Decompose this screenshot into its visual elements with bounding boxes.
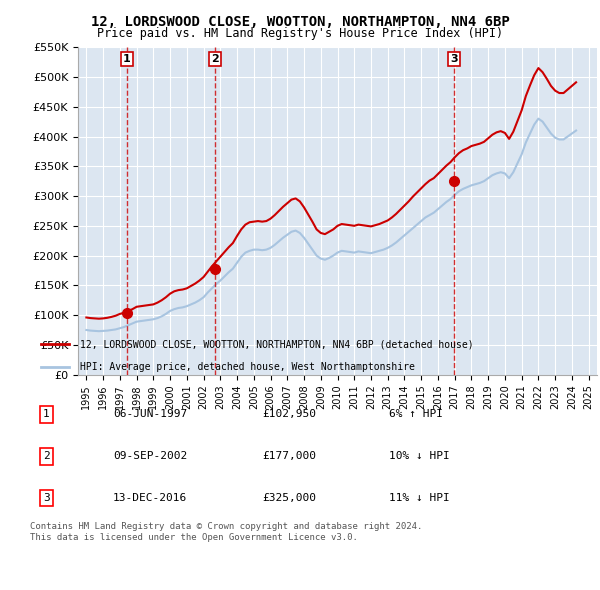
Text: 1: 1 xyxy=(43,409,50,419)
Text: 1: 1 xyxy=(123,54,131,64)
Text: 10% ↓ HPI: 10% ↓ HPI xyxy=(389,451,449,461)
Text: Price paid vs. HM Land Registry's House Price Index (HPI): Price paid vs. HM Land Registry's House … xyxy=(97,27,503,40)
Text: £325,000: £325,000 xyxy=(262,493,316,503)
Text: 09-SEP-2002: 09-SEP-2002 xyxy=(113,451,187,461)
Text: £102,950: £102,950 xyxy=(262,409,316,419)
Text: Contains HM Land Registry data © Crown copyright and database right 2024.
This d: Contains HM Land Registry data © Crown c… xyxy=(30,522,422,542)
Text: 6% ↑ HPI: 6% ↑ HPI xyxy=(389,409,443,419)
Text: 06-JUN-1997: 06-JUN-1997 xyxy=(113,409,187,419)
Text: £177,000: £177,000 xyxy=(262,451,316,461)
Text: 12, LORDSWOOD CLOSE, WOOTTON, NORTHAMPTON, NN4 6BP (detached house): 12, LORDSWOOD CLOSE, WOOTTON, NORTHAMPTO… xyxy=(80,339,473,349)
Text: 11% ↓ HPI: 11% ↓ HPI xyxy=(389,493,449,503)
Text: HPI: Average price, detached house, West Northamptonshire: HPI: Average price, detached house, West… xyxy=(80,362,415,372)
Text: 13-DEC-2016: 13-DEC-2016 xyxy=(113,493,187,503)
Text: 12, LORDSWOOD CLOSE, WOOTTON, NORTHAMPTON, NN4 6BP: 12, LORDSWOOD CLOSE, WOOTTON, NORTHAMPTO… xyxy=(91,15,509,29)
Text: 2: 2 xyxy=(211,54,219,64)
Text: 3: 3 xyxy=(450,54,458,64)
Text: 2: 2 xyxy=(43,451,50,461)
Text: 3: 3 xyxy=(43,493,50,503)
